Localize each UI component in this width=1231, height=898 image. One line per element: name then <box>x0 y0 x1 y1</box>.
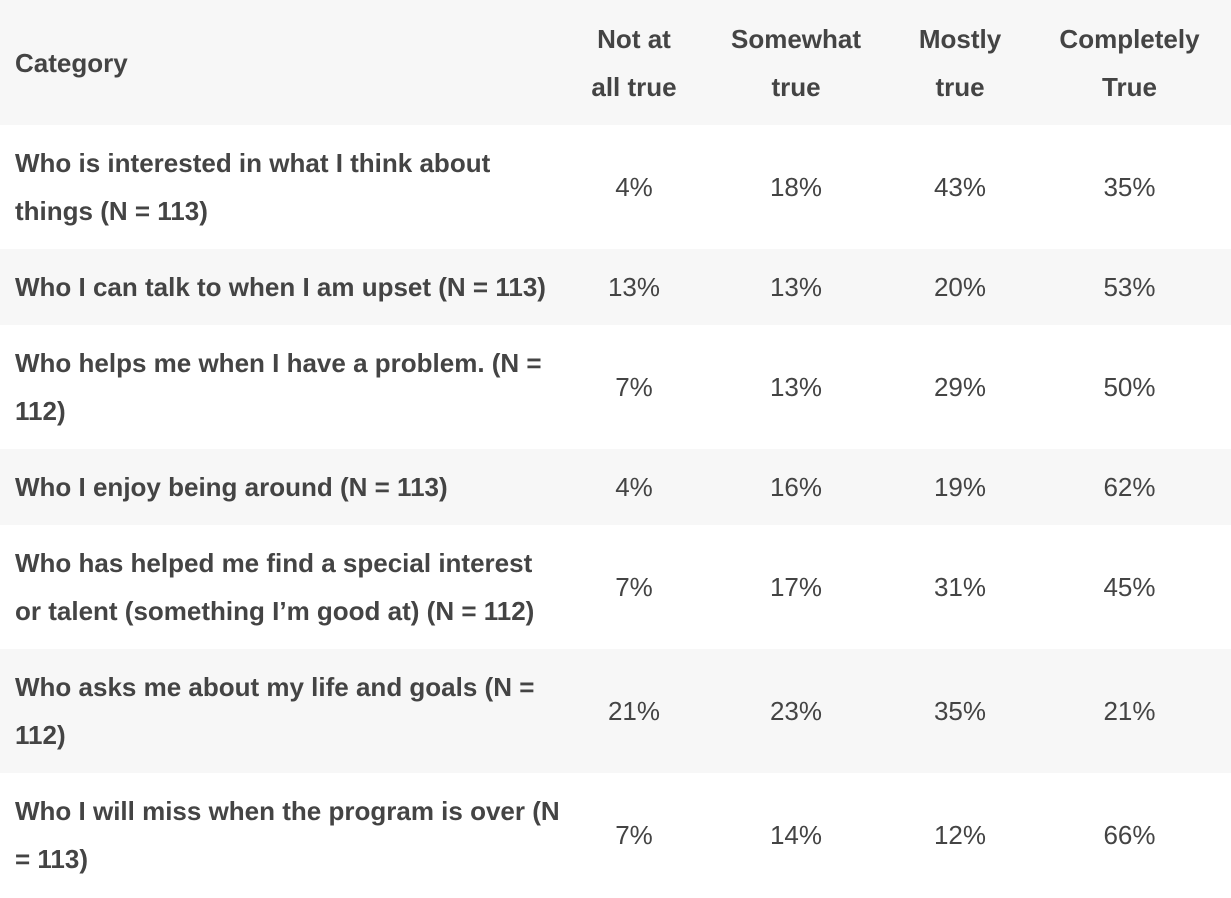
table-row: Who I enjoy being around (N = 113) 4% 16… <box>0 449 1231 525</box>
row-category: Who helps me when I have a problem. (N =… <box>15 348 542 426</box>
cell-mostly-true: 19% <box>933 472 987 502</box>
row-category: Who is interested in what I think about … <box>15 148 491 226</box>
row-category: Who I can talk to when I am upset (N = 1… <box>15 272 546 302</box>
cell-somewhat-true: 16% <box>769 472 823 502</box>
header-not-at-all-true: Not at all true <box>591 23 677 102</box>
cell-completely-true: 62% <box>1103 472 1156 502</box>
table-row: Who asks me about my life and goals (N =… <box>0 649 1231 773</box>
header-mostly-true: Mostly true <box>918 23 1002 102</box>
cell-completely-true: 66% <box>1103 820 1156 850</box>
cell-mostly-true: 35% <box>933 696 987 726</box>
cell-not-at-all-true: 7% <box>615 820 653 850</box>
cell-mostly-true: 29% <box>933 372 987 402</box>
cell-not-at-all-true: 4% <box>615 172 653 202</box>
cell-somewhat-true: 17% <box>769 572 823 602</box>
table-row: Who has helped me find a special interes… <box>0 525 1231 649</box>
cell-mostly-true: 43% <box>933 172 987 202</box>
cell-not-at-all-true: 4% <box>615 472 653 502</box>
cell-completely-true: 45% <box>1103 572 1156 602</box>
row-category: Who has helped me find a special interes… <box>15 548 535 626</box>
row-category: Who asks me about my life and goals (N =… <box>15 672 535 750</box>
table-row: Who I can talk to when I am upset (N = 1… <box>0 249 1231 325</box>
cell-somewhat-true: 13% <box>769 272 823 302</box>
row-category: Who I will miss when the program is over… <box>15 796 560 874</box>
table-row: Who is interested in what I think about … <box>0 125 1231 249</box>
table-row: Who I will miss when the program is over… <box>0 773 1231 897</box>
cell-somewhat-true: 13% <box>769 372 823 402</box>
cell-mostly-true: 20% <box>933 272 987 302</box>
cell-not-at-all-true: 13% <box>607 272 661 302</box>
cell-completely-true: 50% <box>1103 372 1156 402</box>
cell-completely-true: 53% <box>1103 272 1156 302</box>
header-category: Category <box>15 47 128 78</box>
cell-completely-true: 35% <box>1103 172 1156 202</box>
table-header-row: Category Not at all true Somewhat true Mos… <box>0 0 1231 125</box>
cell-somewhat-true: 18% <box>769 172 823 202</box>
cell-not-at-all-true: 7% <box>615 372 653 402</box>
cell-mostly-true: 12% <box>933 820 987 850</box>
cell-somewhat-true: 23% <box>769 696 823 726</box>
cell-mostly-true: 31% <box>933 572 987 602</box>
cell-not-at-all-true: 7% <box>615 572 653 602</box>
header-completely-true: Completely True <box>1059 23 1200 102</box>
cell-somewhat-true: 14% <box>769 820 823 850</box>
table-row: Who helps me when I have a problem. (N =… <box>0 325 1231 449</box>
row-category: Who I enjoy being around (N = 113) <box>15 472 448 502</box>
cell-not-at-all-true: 21% <box>607 696 661 726</box>
header-somewhat-true: Somewhat true <box>730 23 862 102</box>
cell-completely-true: 21% <box>1103 696 1156 726</box>
